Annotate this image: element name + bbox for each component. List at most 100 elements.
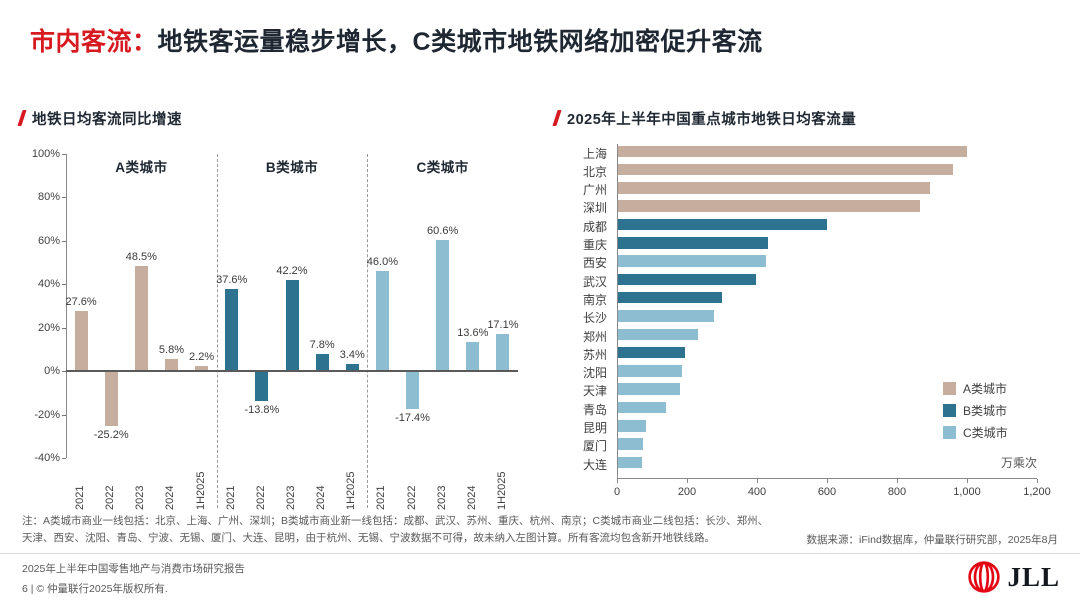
bar-北京 — [617, 163, 953, 176]
right-chart-panel: 2025年上半年中国重点城市地铁日均客流量 上海 北京 广州 深圳 成都 重庆 西安 武汉 南京… — [552, 108, 1060, 514]
y-axis-tick-label: 40% — [37, 278, 60, 291]
x-axis-tick-label: 1,000 — [953, 486, 981, 499]
footnote-row: 注：A类城市商业一线包括：北京、上海、广州、深圳；B类城市商业新一线包括：成都、… — [22, 513, 1058, 549]
x-axis-year-label: 1H2025 — [194, 471, 207, 510]
x-axis-year-label: 2024 — [164, 485, 177, 510]
bar-value-label: 46.0% — [366, 256, 398, 269]
left-chart-title: 地铁日均客流同比增速 — [32, 111, 182, 128]
x-axis-tick-mark — [827, 479, 828, 484]
legend-label: A类城市 — [963, 382, 1008, 396]
bar-value-label: -13.8% — [244, 404, 280, 417]
bar-B类城市-2023 — [285, 279, 299, 372]
bar-C类城市-2022 — [406, 371, 420, 409]
city-label: 天津 — [582, 384, 607, 399]
bar-长沙 — [617, 310, 715, 322]
bar-C类城市-2021 — [375, 271, 389, 372]
bar-value-label: 42.2% — [276, 264, 308, 277]
city-label: 上海 — [582, 146, 607, 161]
bar-B类城市-2022 — [255, 371, 269, 402]
bar-value-label: 48.5% — [125, 250, 157, 263]
x-axis-tick-mark — [1037, 479, 1038, 484]
bar-青岛 — [617, 401, 666, 414]
hbar-y-axis-line — [617, 144, 618, 479]
data-source: 数据来源：iFind数据库，仲量联行研究部，2025年8月 — [806, 534, 1058, 546]
x-axis-tick-label: 200 — [677, 486, 697, 499]
y-axis-tick-label: 60% — [37, 234, 60, 247]
x-axis-year-label: 2022 — [104, 485, 117, 510]
footer-divider — [0, 553, 1080, 554]
x-axis-year-label: 2022 — [405, 485, 418, 510]
bar-A类城市-2023 — [134, 265, 148, 372]
bar-苏州 — [617, 346, 686, 359]
bar-value-label: 5.8% — [158, 343, 184, 356]
x-axis-year-label: 2021 — [375, 485, 388, 510]
city-label: 沈阳 — [582, 366, 607, 381]
legend-label: B类城市 — [963, 404, 1008, 418]
right-chart-title: 2025年上半年中国重点城市地铁日均客流量 — [567, 111, 857, 128]
footnote-line-1: 注：A类城市商业一线包括：北京、上海、广州、深圳；B类城市商业新一线包括：成都、… — [22, 515, 769, 527]
red-slash-icon — [552, 110, 562, 126]
slide-title: 市内客流：地铁客运量稳步增长，C类城市地铁网络加密促升客流 — [30, 26, 1050, 59]
city-label: 西安 — [582, 256, 607, 271]
x-axis-year-label: 2022 — [254, 485, 267, 510]
legend-item: A类城市 — [943, 380, 1008, 397]
bar-B类城市-2021 — [225, 289, 239, 372]
bar-value-label: 27.6% — [65, 296, 97, 309]
x-axis-tick-mark — [617, 479, 618, 484]
bar-南京 — [617, 291, 722, 304]
bar-value-label: -17.4% — [395, 411, 430, 424]
horizontal-bar-chart: 上海 北京 广州 深圳 成都 重庆 西安 武汉 南京 长沙 郑州 苏州 沈阳 天津 青岛 昆明 厦门 大连 0 200… — [555, 142, 1060, 514]
left-chart-panel: 地铁日均客流同比增速 100% 80% 60% 40% 20% 0% -20% -40% A类城… — [17, 108, 525, 514]
bar-广州 — [617, 182, 931, 194]
city-label: 武汉 — [582, 274, 607, 289]
footer-report-title: 2025年上半年中国零售地产与消费市场研究报告 — [22, 563, 245, 575]
x-axis-year-label: 2021 — [74, 485, 87, 510]
bar-西安 — [617, 255, 766, 267]
bar-深圳 — [617, 200, 920, 212]
bar-A类城市-2024 — [164, 358, 178, 372]
y-axis-tick-mark — [62, 371, 66, 373]
city-label: 重庆 — [582, 238, 607, 252]
city-label: 长沙 — [582, 311, 607, 326]
x-axis-tick-mark — [967, 479, 968, 484]
group-separator — [367, 154, 369, 508]
bar-A类城市-1H2025 — [195, 366, 209, 372]
footer: 2025年上半年中国零售地产与消费市场研究报告 6 | © 仲量联行2025年版… — [22, 560, 245, 600]
x-axis-year-label: 2023 — [134, 485, 147, 510]
y-axis-tick-label: 80% — [37, 191, 60, 204]
bar-C类城市-1H2025 — [496, 334, 510, 372]
x-axis-tick-mark — [757, 479, 758, 484]
x-axis-tick-label: 400 — [747, 486, 767, 499]
x-axis-tick-label: 600 — [817, 486, 837, 499]
legend: A类城市 B类城市 C类城市 — [943, 380, 1008, 441]
y-axis-tick-mark — [62, 414, 66, 416]
group-label: C类城市 — [416, 160, 469, 175]
x-axis-tick-label: 800 — [887, 486, 907, 499]
slide-title-text: 地铁客运量稳步增长，C类城市地铁网络加密促升客流 — [157, 28, 763, 56]
y-axis-tick-label: -40% — [34, 452, 60, 464]
bar-value-label: 3.4% — [339, 348, 365, 361]
x-axis-year-label: 2024 — [315, 485, 328, 510]
legend-swatch-A — [943, 382, 956, 395]
y-axis-tick-label: 0% — [44, 365, 60, 378]
y-axis-tick-mark — [62, 284, 66, 286]
x-axis-year-label: 1H2025 — [345, 471, 358, 510]
x-axis-tick-label: 0 — [613, 486, 621, 499]
x-axis-year-label: 2021 — [224, 485, 237, 510]
city-label: 昆明 — [582, 421, 607, 435]
bar-成都 — [617, 218, 827, 231]
charts-row: 地铁日均客流同比增速 100% 80% 60% 40% 20% 0% -20% -40% A类城… — [17, 108, 1060, 514]
city-label: 青岛 — [582, 402, 607, 417]
jll-logo-text: JLL — [1007, 561, 1060, 592]
bar-昆明 — [617, 420, 646, 432]
footnote-line-2: 天津、西安、沈阳、青岛、宁波、无锡、厦门、大连、昆明，由于杭州、无锡、宁波数据不… — [22, 531, 715, 544]
y-axis-tick-mark — [62, 154, 66, 155]
y-axis-line — [66, 154, 67, 458]
city-label: 大连 — [582, 457, 607, 472]
footer-copyright: 6 | © 仲量联行2025年版权所有. — [22, 582, 168, 595]
bar-天津 — [617, 383, 680, 395]
bar-value-label: 7.8% — [309, 339, 335, 352]
legend-label: C类城市 — [963, 426, 1008, 440]
city-label: 郑州 — [582, 329, 607, 344]
